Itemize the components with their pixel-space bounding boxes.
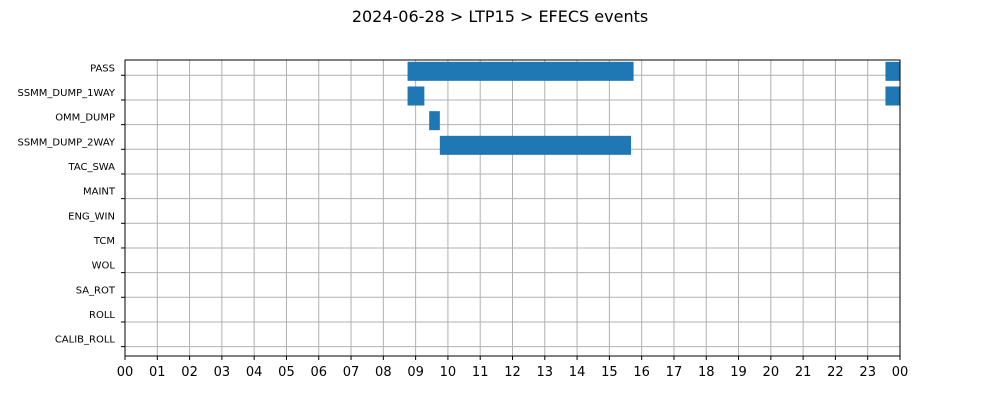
bar-layer [407,61,900,155]
event-bar [885,61,900,81]
x-tick-label: 04 [246,365,263,380]
x-tick-label: 13 [537,365,554,380]
event-bar [885,86,900,106]
x-tick-label: 17 [666,365,683,380]
y-tick-label: SSMM_DUMP_2WAY [17,137,115,148]
x-tick-label: 16 [633,365,650,380]
x-tick-label: 14 [569,365,586,380]
event-bar [407,86,425,106]
x-tick-label: 03 [214,365,231,380]
grid-layer [124,60,901,356]
x-tick-label: 19 [730,365,747,380]
x-tick-label: 08 [375,365,392,380]
x-tick-label: 15 [601,365,618,380]
chart-title: 2024-06-28 > LTP15 > EFECS events [352,7,648,26]
x-tick-label: 12 [504,365,521,380]
x-tick-label: 02 [181,365,198,380]
x-tick-label: 23 [859,365,876,380]
y-tick-label: OMM_DUMP [55,113,115,124]
y-tick-label: TAC_SWA [67,162,115,173]
x-tick-label: 21 [795,365,812,380]
x-axis: 00 01 02 03 04 05 06 07 08 09 10 11 12 13 14 15 16 17 18 19… [117,356,909,380]
x-tick-label: 06 [310,365,327,380]
y-tick-label: SA_ROT [76,285,116,296]
x-tick-label: 09 [407,365,424,380]
x-tick-label: 00 [892,365,909,380]
y-tick-label: ROLL [89,310,115,321]
x-tick-label: 18 [698,365,715,380]
x-tick-label: 00 [117,365,134,380]
y-axis: PASS SSMM_DUMP_1WAY OMM_DUMP SSMM_DUMP_2WAY… [17,63,125,348]
y-tick-label: PASS [90,63,115,74]
y-tick-label: CALIB_ROLL [55,335,116,346]
x-tick-label: 22 [827,365,844,380]
x-tick-label: 07 [343,365,360,380]
y-tick-label: SSMM_DUMP_1WAY [17,88,115,99]
x-tick-label: 11 [472,365,489,380]
x-tick-label: 01 [149,365,166,380]
x-tick-label: 20 [763,365,780,380]
event-bar [439,135,632,155]
event-bar [407,61,634,81]
x-tick-label: 05 [278,365,295,380]
y-tick-label: WOL [92,261,116,272]
x-tick-label: 10 [440,365,457,380]
y-tick-label: TCM [93,236,115,247]
y-tick-label: MAINT [83,187,116,198]
event-bar [429,111,440,131]
y-tick-label: ENG_WIN [68,211,115,222]
